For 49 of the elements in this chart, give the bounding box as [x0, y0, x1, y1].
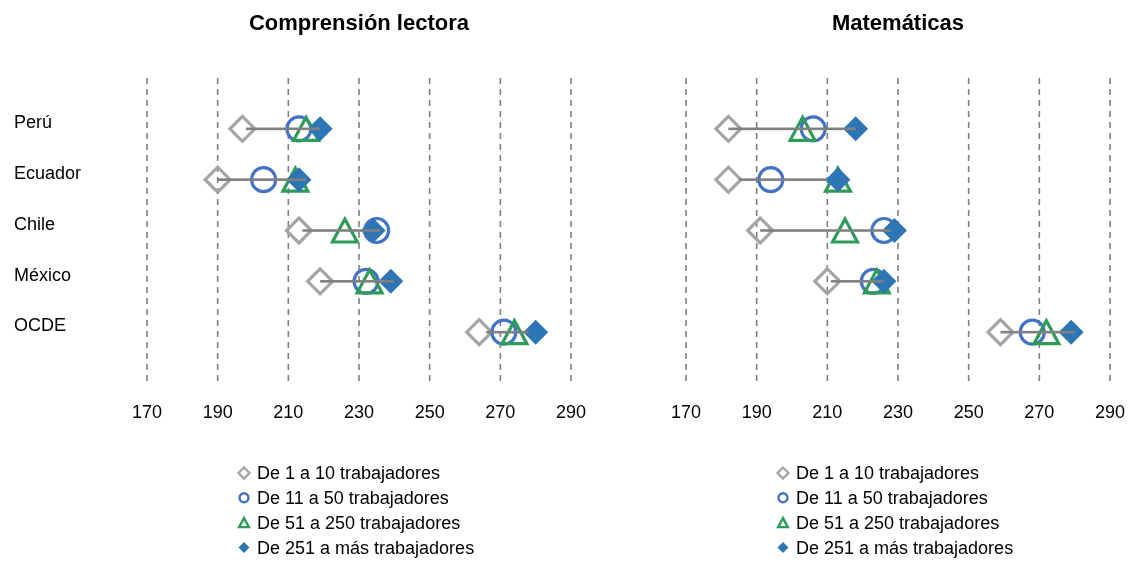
x-tick-label: 290 [555, 402, 587, 422]
point [1032, 319, 1061, 346]
x-tick-label: 170 [670, 402, 702, 422]
point [284, 216, 314, 245]
y-tick-label: Ecuador [14, 162, 82, 183]
point [307, 116, 333, 142]
x-tick-label: 190 [741, 402, 772, 422]
point [714, 114, 743, 143]
point [203, 165, 232, 194]
x-tick-label: 250 [414, 402, 445, 422]
point [986, 318, 1015, 347]
x-tick-label: 290 [1094, 402, 1126, 422]
x-tick-label: 190 [202, 402, 233, 422]
x-tick-label: 230 [882, 402, 914, 422]
y-tick-label: Chile [14, 213, 56, 234]
x-tick-label: 170 [131, 402, 163, 422]
point [843, 116, 869, 142]
point [465, 318, 494, 347]
point [500, 319, 529, 346]
bar [830, 280, 884, 283]
point [330, 217, 359, 244]
legend-label: De 251 a más trabajadores [257, 537, 475, 558]
legend-label: De 1 a 10 trabajadores [796, 463, 980, 484]
point [523, 319, 549, 345]
x-tick-label: 270 [1024, 402, 1055, 422]
point [714, 165, 743, 194]
x-tick-label: 210 [812, 402, 843, 422]
legend-label: De 1 a 10 trabajadores [257, 463, 441, 484]
legend-label: De 11 a 50 trabajadores [796, 488, 988, 509]
y-tick-label: México [14, 264, 72, 285]
legend-label: De 51 a 250 trabajadores [796, 512, 1000, 533]
chart-title: Comprensión lectora [248, 10, 470, 35]
point [306, 267, 335, 296]
legend-label: De 11 a 50 trabajadores [257, 488, 449, 509]
x-tick-label: 270 [485, 402, 516, 422]
y-tick-label: Perú [14, 112, 53, 133]
point [813, 267, 842, 296]
y-tick-label: OCDE [14, 315, 67, 336]
legend-label: De 251 a más trabajadores [796, 537, 1014, 558]
point [830, 217, 860, 244]
point [881, 218, 907, 243]
point [746, 216, 775, 245]
x-tick-label: 250 [953, 402, 984, 422]
legend-label: De 51 a 250 trabajadores [257, 512, 461, 533]
point [788, 115, 817, 142]
chart-title: Matemáticas [831, 10, 965, 35]
x-tick-label: 210 [273, 402, 304, 422]
x-tick-label: 230 [343, 402, 375, 422]
point [228, 114, 257, 143]
